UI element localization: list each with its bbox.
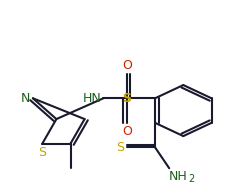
Text: HN: HN	[82, 92, 101, 105]
Text: O: O	[122, 125, 132, 138]
Text: NH: NH	[169, 170, 188, 183]
Text: N: N	[21, 92, 31, 105]
Text: O: O	[122, 59, 132, 72]
Text: 2: 2	[188, 174, 194, 184]
Text: S: S	[117, 141, 125, 154]
Text: S: S	[122, 92, 131, 105]
Text: S: S	[38, 146, 46, 159]
